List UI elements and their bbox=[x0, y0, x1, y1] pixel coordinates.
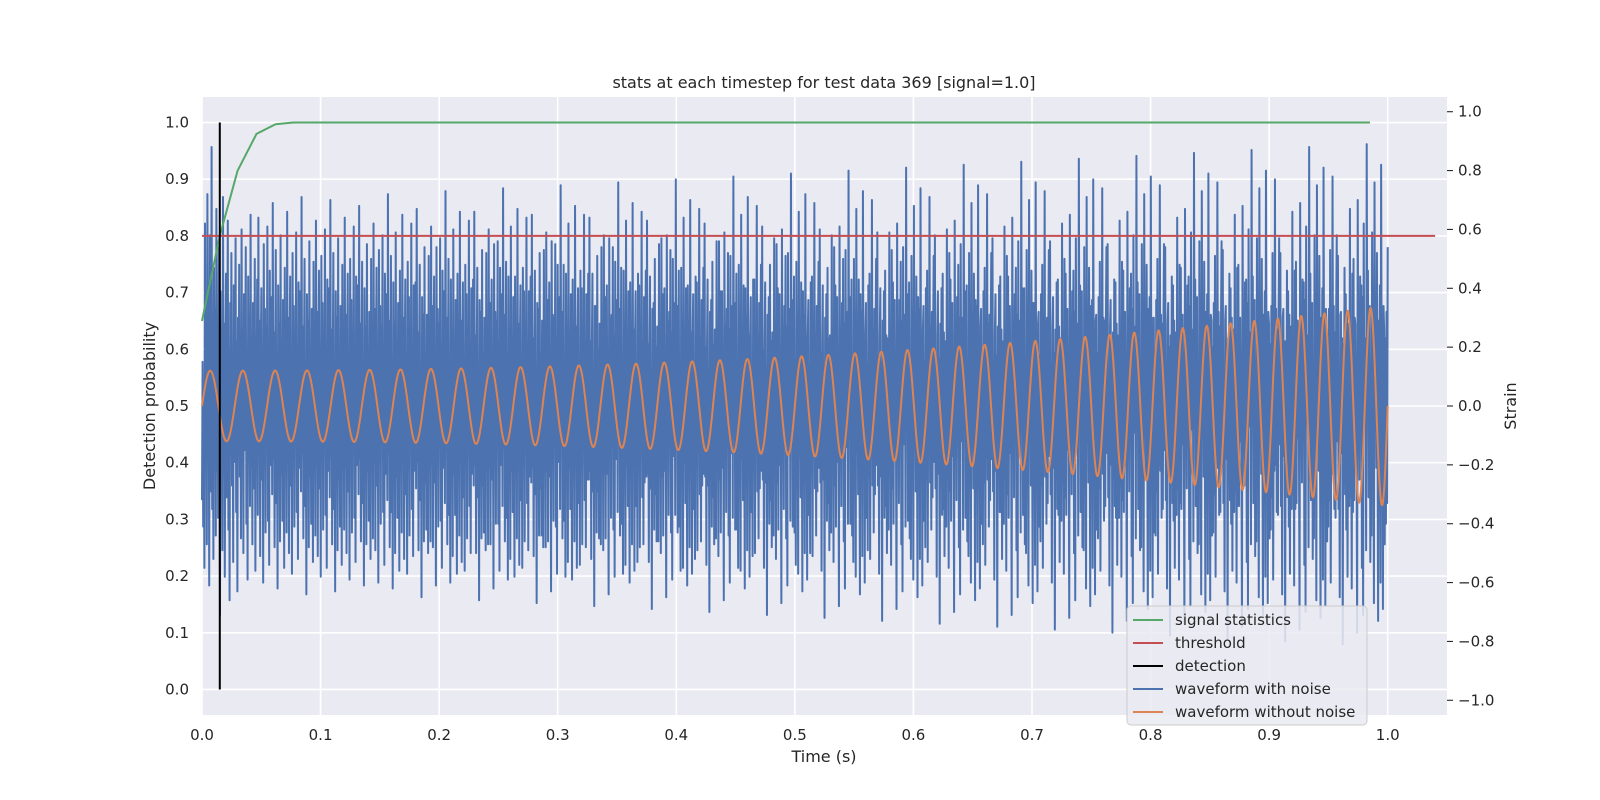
y-tick-label-right: 0.0 bbox=[1458, 397, 1482, 415]
y-tick-label-left: 0.5 bbox=[165, 397, 189, 415]
y-tick-label-right: 0.8 bbox=[1458, 162, 1482, 180]
legend-label: detection bbox=[1175, 657, 1246, 675]
y-tick-label-right: 0.6 bbox=[1458, 220, 1482, 238]
x-tick-label: 0.6 bbox=[901, 726, 925, 744]
x-tick-label: 1.0 bbox=[1376, 726, 1400, 744]
x-tick-label: 0.8 bbox=[1139, 726, 1163, 744]
y-tick-label-right: −0.6 bbox=[1458, 574, 1494, 592]
y-tick-label-left: 0.2 bbox=[165, 567, 189, 585]
y-tick-label-left: 0.7 bbox=[165, 284, 189, 302]
x-tick-label: 0.2 bbox=[427, 726, 451, 744]
x-tick-label: 0.5 bbox=[783, 726, 807, 744]
legend-label: threshold bbox=[1175, 634, 1246, 652]
x-tick-label: 0.4 bbox=[664, 726, 688, 744]
ticks-layer: 0.0 0.1 0.2 0.3 0.4 0.5 0.6 0.7 0.8 0.9 1.0 0.0 0.1 0… bbox=[165, 103, 1494, 744]
y-tick-label-right: 1.0 bbox=[1458, 103, 1482, 121]
x-axis-label: Time (s) bbox=[790, 747, 856, 766]
y-tick-label-right: 0.4 bbox=[1458, 279, 1482, 297]
y-tick-label-left: 0.0 bbox=[165, 680, 189, 698]
series-line-signal-statistics bbox=[201, 121, 1370, 322]
y-tick-label-left: 0.9 bbox=[165, 170, 189, 188]
y-tick-label-right: 0.2 bbox=[1458, 338, 1482, 356]
y-tick-label-right: −0.2 bbox=[1458, 456, 1494, 474]
y-tick-label-left: 0.4 bbox=[165, 454, 189, 472]
legend-label: waveform without noise bbox=[1175, 703, 1355, 721]
x-tick-label: 0.0 bbox=[190, 726, 214, 744]
y-tick-label-left: 0.3 bbox=[165, 510, 189, 528]
chart-title: stats at each timestep for test data 369… bbox=[612, 73, 1035, 92]
y-tick-label-left: 1.0 bbox=[165, 114, 189, 132]
x-tick-label: 0.7 bbox=[1020, 726, 1044, 744]
y-tick-label-right: −0.4 bbox=[1458, 515, 1494, 533]
legend-box bbox=[1126, 605, 1368, 726]
legend-label: waveform with noise bbox=[1175, 680, 1331, 698]
y-tick-label-left: 0.1 bbox=[165, 624, 189, 642]
x-tick-label: 0.9 bbox=[1257, 726, 1281, 744]
series-line-waveform-without-noise bbox=[201, 307, 1389, 507]
y-axis-label-right: Strain bbox=[1501, 382, 1520, 429]
series-layer bbox=[201, 121, 1436, 690]
y-tick-label-right: −0.8 bbox=[1458, 632, 1494, 650]
series-line-waveform-with-noise bbox=[201, 143, 1389, 646]
x-tick-label: 0.1 bbox=[309, 726, 333, 744]
y-tick-label-left: 0.8 bbox=[165, 227, 189, 245]
legend-label: signal statistics bbox=[1175, 611, 1291, 629]
y-tick-label-right: −1.0 bbox=[1458, 691, 1494, 709]
y-tick-label-left: 0.6 bbox=[165, 340, 189, 358]
legend: signal statistics threshold detection wavef… bbox=[1126, 605, 1368, 726]
y-axis-label-left: Detection probability bbox=[140, 322, 159, 490]
x-tick-label: 0.3 bbox=[546, 726, 570, 744]
